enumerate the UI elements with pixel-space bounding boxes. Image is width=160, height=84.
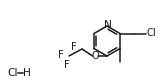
Text: F: F [71,42,77,52]
Text: H: H [23,68,31,78]
Text: Cl: Cl [146,28,156,38]
Text: F: F [58,50,64,60]
Text: N: N [104,19,112,29]
Text: Cl: Cl [8,68,18,78]
Text: F: F [64,60,70,70]
Text: O: O [91,51,99,61]
